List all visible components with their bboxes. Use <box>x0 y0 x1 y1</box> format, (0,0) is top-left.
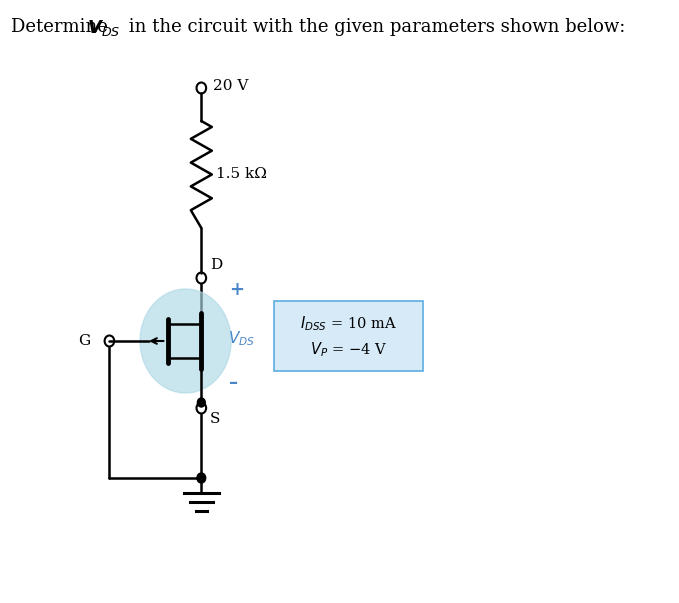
Text: $\boldsymbol{V}_{DS}$: $\boldsymbol{V}_{DS}$ <box>87 18 120 38</box>
Text: in the circuit with the given parameters shown below:: in the circuit with the given parameters… <box>122 18 625 36</box>
FancyBboxPatch shape <box>274 301 423 371</box>
Text: Determine: Determine <box>10 18 113 36</box>
Text: D: D <box>210 258 222 272</box>
Text: G: G <box>78 334 90 348</box>
Text: 1.5 kΩ: 1.5 kΩ <box>216 168 267 182</box>
Text: $I_{DSS}$ = 10 mA: $I_{DSS}$ = 10 mA <box>300 315 397 333</box>
Text: –: – <box>230 374 238 392</box>
Text: S: S <box>210 412 221 426</box>
Circle shape <box>140 289 231 393</box>
Text: +: + <box>230 281 244 299</box>
Circle shape <box>197 473 206 483</box>
Circle shape <box>198 398 205 407</box>
Text: 20 V: 20 V <box>213 79 248 93</box>
Text: $V_{DS}$: $V_{DS}$ <box>227 330 255 349</box>
Text: $V_P$ = −4 V: $V_P$ = −4 V <box>310 341 387 359</box>
